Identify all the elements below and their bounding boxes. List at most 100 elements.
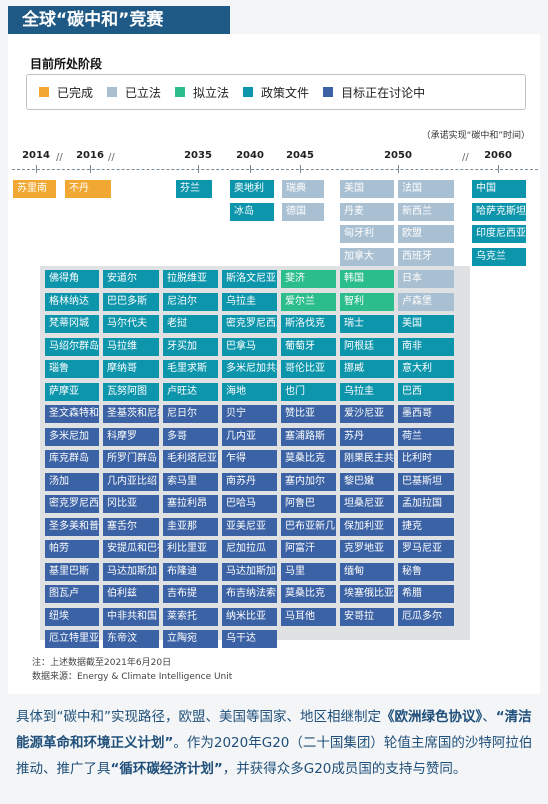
country-cell: 不丹 [65, 180, 111, 198]
legend-item-discussion: 目标正在讨论中 [323, 84, 425, 101]
country-cell: 立陶宛 [163, 630, 218, 648]
country-cell: 苏里南 [13, 180, 56, 198]
country-cell: 美国 [398, 315, 454, 333]
legend-label: 拟立法 [193, 85, 230, 100]
country-cell: 哥伦比亚 [281, 360, 336, 378]
country-cell: 圣基茨和尼维斯 [103, 405, 159, 423]
country-cell: 布吉纳法索 [222, 585, 277, 603]
country-cell: 美国 [340, 180, 394, 198]
country-cell: 布隆迪 [163, 562, 218, 581]
country-cell: 安道尔 [103, 270, 159, 288]
country-cell: 爱尔兰 [281, 292, 336, 311]
axis-break: // [56, 152, 63, 163]
country-cell: 芬兰 [176, 180, 212, 198]
country-cell: 几内亚比绍 [103, 472, 159, 491]
country-cell: 乌克兰 [472, 247, 526, 266]
year-tick [250, 165, 251, 173]
country-cell: 塞拉利昂 [163, 495, 218, 513]
country-cell: 斐济 [281, 270, 336, 288]
country-cell: 墨西哥 [398, 405, 454, 423]
country-cell: 图瓦卢 [45, 585, 99, 603]
country-cell: 瓦努阿图 [103, 382, 159, 401]
country-cell: 乍得 [222, 450, 277, 468]
country-cell: 赞比亚 [281, 405, 336, 423]
legend-label: 目标正在讨论中 [341, 85, 426, 100]
para-text: 、 [482, 709, 496, 725]
country-cell: 印度尼西亚 [472, 225, 526, 243]
country-cell: 德国 [282, 202, 324, 221]
country-cell: 乌拉圭 [222, 292, 277, 311]
country-cell: 圣多美和普林西比 [45, 517, 99, 536]
country-cell: 捷克 [398, 517, 454, 536]
stage-title: 目前所处阶段 [30, 57, 103, 71]
country-cell: 韩国 [340, 270, 394, 288]
footer-source: 数据来源：Energy & Climate Intelligence Unit [32, 672, 233, 682]
footer: 注：上述数据截至2021年6月20日 数据来源：Energy & Climate… [32, 656, 232, 684]
country-cell: 马尔代夫 [103, 315, 159, 333]
axis-break: // [462, 152, 469, 163]
legend-item-legislated: 已立法 [107, 84, 161, 101]
country-cell: 新西兰 [398, 202, 454, 221]
country-cell: 欧盟 [398, 225, 454, 243]
legend-item-proposed: 拟立法 [175, 84, 229, 101]
legend-label: 已完成 [57, 85, 94, 100]
country-cell: 马拉维 [103, 337, 159, 356]
country-cell: 瑞典 [282, 180, 324, 198]
year-tick [398, 165, 399, 173]
para-bold: 《欧洲绿色协议》 [381, 709, 483, 725]
country-cell: 莫桑比克 [281, 450, 336, 468]
country-cell: 多米尼加 [45, 427, 99, 446]
country-cell: 爱沙尼亚 [340, 405, 394, 423]
para-text: ，并获得众多G20成员国的支持与赞同。 [222, 761, 467, 777]
country-cell: 埃塞俄比亚 [340, 585, 394, 603]
country-cell: 克罗地亚 [340, 540, 394, 558]
country-cell: 利比里亚 [163, 540, 218, 558]
country-cell: 摩纳哥 [103, 360, 159, 378]
country-cell: 尼加拉瓜 [222, 540, 277, 558]
country-cell: 卢森堡 [398, 292, 454, 311]
country-cell: 汤加 [45, 472, 99, 491]
legend-label: 政策文件 [261, 85, 310, 100]
country-cell: 马达加斯加 [222, 562, 277, 581]
country-cell: 吉布提 [163, 585, 218, 603]
country-cell: 马里 [281, 562, 336, 581]
axis-break: // [108, 152, 115, 163]
country-cell: 阿鲁巴 [281, 495, 336, 513]
year-label: 2050 [384, 150, 412, 161]
legend-swatch [39, 87, 49, 97]
country-cell: 葡萄牙 [281, 337, 336, 356]
country-cell: 佛得角 [45, 270, 99, 288]
country-cell: 莫桑比克 [281, 585, 336, 603]
country-cell: 安提瓜和巴布达 [103, 540, 159, 558]
country-cell: 乌干达 [222, 630, 277, 648]
country-cell: 比利时 [398, 450, 454, 468]
legend-swatch [243, 87, 254, 97]
country-cell: 毛利塔尼亚 [163, 450, 218, 468]
country-cell: 孟加拉国 [398, 495, 454, 513]
para-text: 。作为2020年G20（二十国集团）轮值主席国的沙特阿拉伯推动、推广了具 [16, 735, 533, 777]
year-tick [90, 165, 91, 173]
para-bold: “清洁能源革命和环境正义计划” [16, 709, 532, 751]
country-cell: 马绍尔群岛 [45, 337, 99, 356]
country-cell: 乌拉圭 [340, 382, 394, 401]
country-cell: 拉脱维亚 [163, 270, 218, 288]
country-cell: 希腊 [398, 585, 454, 603]
legend-swatch [175, 87, 186, 97]
country-cell: 意大利 [398, 360, 454, 378]
country-cell: 纳米比亚 [222, 607, 277, 626]
country-cell: 纽埃 [45, 607, 99, 626]
country-cell: 刚果民主共和国 [340, 450, 394, 468]
country-cell: 也门 [281, 382, 336, 401]
country-cell: 南苏丹 [222, 472, 277, 491]
country-cell: 卢旺达 [163, 382, 218, 401]
country-cell: 中非共和国 [103, 607, 159, 626]
legend-swatch [107, 87, 118, 97]
year-label: 2040 [236, 150, 264, 161]
country-cell: 坦桑尼亚 [340, 495, 394, 513]
country-cell: 日本 [398, 270, 454, 288]
country-cell: 多米尼加共和国 [222, 360, 277, 378]
para-text: 具体到“碳中和”实现路径，欧盟、美国等国家、地区相继制定 [16, 709, 381, 725]
country-cell: 保加利亚 [340, 517, 394, 536]
country-cell: 阿根廷 [340, 337, 394, 356]
country-cell: 秘鲁 [398, 562, 454, 581]
